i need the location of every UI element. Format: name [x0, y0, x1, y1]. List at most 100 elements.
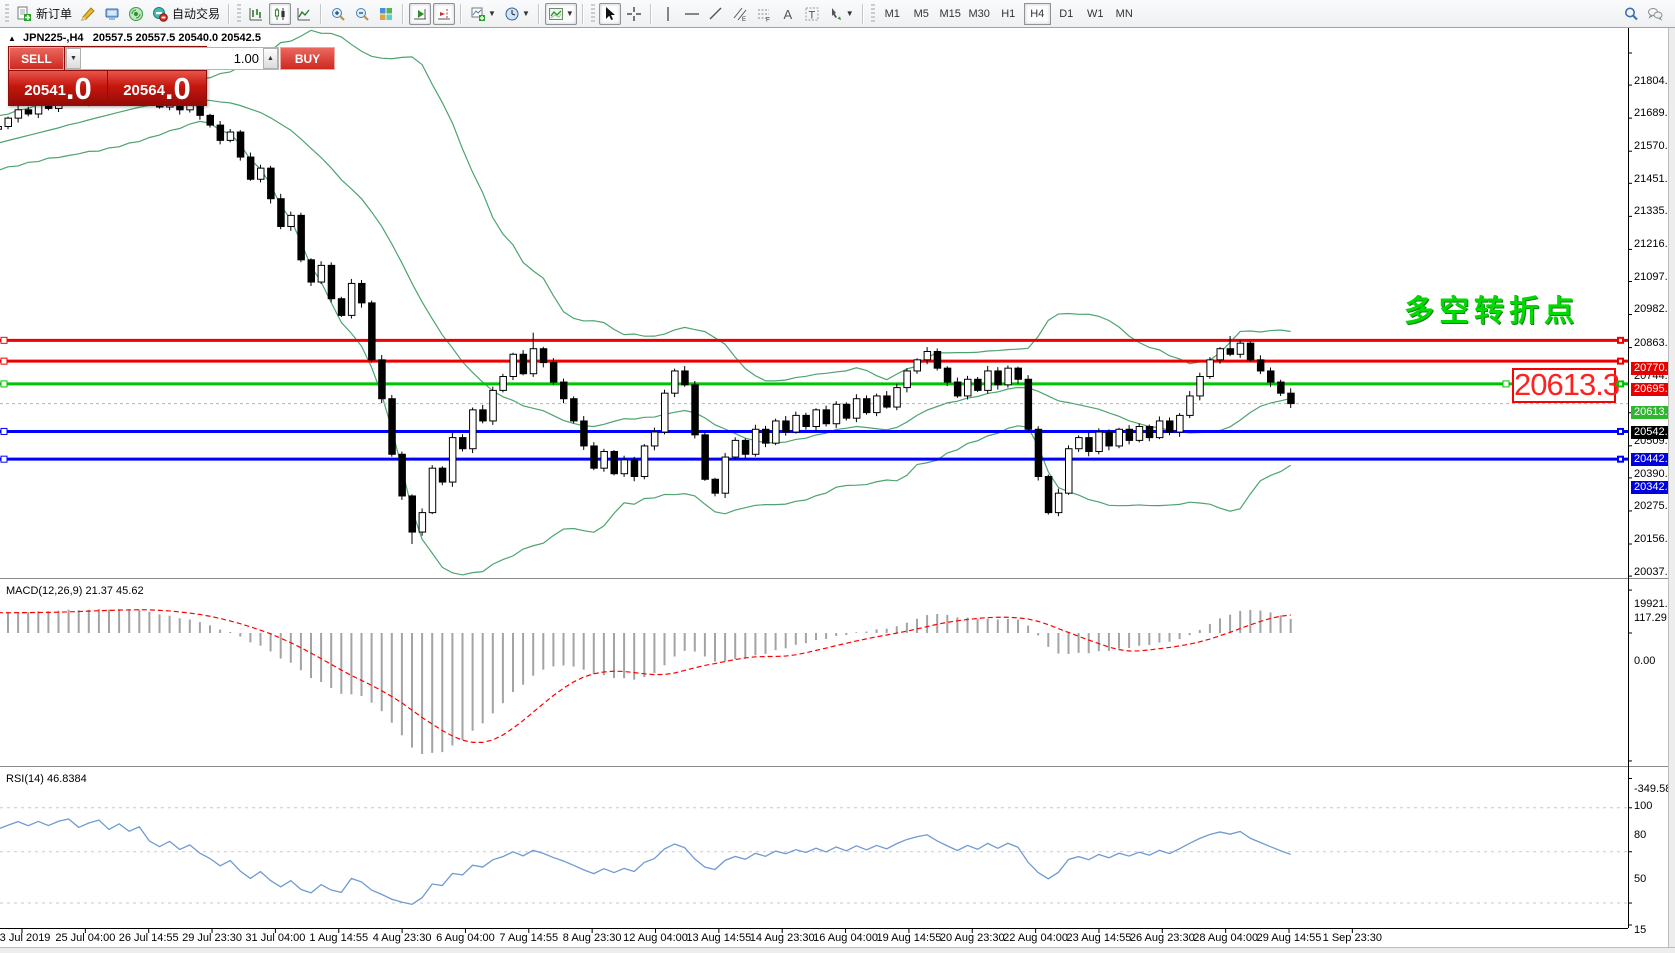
- macd-histogram-bar: [1198, 629, 1201, 633]
- macd-histogram-bar: [209, 625, 211, 633]
- macd-histogram-bar: [108, 609, 110, 633]
- macd-histogram-bar: [1128, 633, 1131, 648]
- sell-price-box[interactable]: 20541.0: [9, 71, 107, 105]
- volume-increase-button[interactable]: ▲: [263, 48, 278, 69]
- macd-histogram-bar: [1178, 633, 1181, 640]
- terminal-button[interactable]: [101, 3, 123, 25]
- tab-timeframe-h1[interactable]: H1: [1001, 7, 1016, 20]
- buy-price-box[interactable]: 20564.0: [108, 71, 206, 105]
- macd-histogram-bar: [1057, 633, 1060, 654]
- tab-timeframe-m30[interactable]: M30: [968, 7, 990, 20]
- buy-button[interactable]: BUY: [280, 47, 335, 70]
- buy-price-main: 20564: [123, 82, 165, 99]
- macd-histogram-bar: [1138, 633, 1141, 646]
- tab-timeframe-h4[interactable]: H4: [1023, 2, 1051, 25]
- new-chart-button[interactable]: ▼: [467, 3, 499, 25]
- macd-histogram-bar: [370, 633, 373, 703]
- volume-decrease-button[interactable]: ▼: [66, 48, 81, 69]
- zoom-in-button[interactable]: [327, 3, 349, 25]
- zoom-out-icon: [356, 7, 369, 21]
- horizontal-line-button[interactable]: [681, 3, 703, 25]
- chart-canvas[interactable]: [0, 28, 1675, 953]
- equidistant-channel-button[interactable]: E: [729, 3, 751, 25]
- hline-left-handle: [0, 336, 8, 344]
- cursor-button[interactable]: [598, 2, 621, 25]
- volume-input[interactable]: [81, 48, 263, 69]
- periods-button[interactable]: ▼: [501, 3, 533, 25]
- trendline-button[interactable]: [705, 3, 727, 25]
- crosshair-button[interactable]: [623, 3, 645, 25]
- tab-timeframe-m15[interactable]: M15: [939, 7, 961, 20]
- macd-histogram-bar: [1158, 633, 1161, 643]
- zoom-in-icon: [332, 7, 345, 21]
- macd-histogram-bar: [653, 633, 656, 673]
- macd-histogram-bar: [1067, 633, 1070, 654]
- macd-histogram-bar: [1077, 633, 1080, 653]
- toolbar-grip[interactable]: [870, 3, 875, 24]
- new-order-icon: [17, 6, 31, 21]
- zoom-out-button[interactable]: [351, 3, 373, 25]
- line-chart-button[interactable]: [293, 3, 315, 25]
- sell-price-frac: .0: [65, 71, 92, 106]
- metaeditor-button[interactable]: [77, 3, 99, 25]
- auto-scroll-button[interactable]: [409, 2, 432, 25]
- macd-histogram-bar: [97, 608, 100, 633]
- main-price-panel: [0, 29, 1628, 576]
- hline-axis-connector-dot: [1619, 429, 1622, 433]
- toolbar-grip[interactable]: [590, 3, 595, 24]
- auto-trading-label: 自动交易: [172, 7, 221, 21]
- tab-timeframe-mn[interactable]: MN: [1115, 7, 1133, 20]
- candles-layer: [0, 75, 1295, 545]
- macd-histogram-bar: [956, 617, 959, 633]
- macd-histogram-bar: [320, 633, 323, 683]
- macd-histogram-bar: [926, 615, 929, 633]
- macd-histogram-bar: [481, 633, 484, 724]
- macd-histogram-bar: [400, 633, 403, 736]
- auto-trading-button[interactable]: 自动交易: [149, 3, 223, 25]
- tab-timeframe-m1[interactable]: M1: [884, 7, 900, 20]
- vertical-line-button[interactable]: [657, 3, 679, 25]
- tile-windows-button[interactable]: [375, 3, 397, 25]
- macd-histogram-bar: [491, 633, 494, 714]
- indicators-button[interactable]: ▼: [544, 2, 577, 25]
- chart-shift-button[interactable]: [433, 2, 456, 25]
- hline-axis-connector-dot: [1619, 338, 1622, 342]
- signals-button[interactable]: [125, 3, 147, 25]
- macd-histogram-bar: [815, 633, 817, 641]
- macd-histogram-bar: [916, 618, 918, 633]
- tab-timeframe-d1[interactable]: D1: [1059, 7, 1074, 20]
- macd-histogram-bar: [1037, 633, 1040, 636]
- arrows-button[interactable]: ▼: [825, 3, 857, 25]
- svg-text:A: A: [783, 7, 792, 22]
- macd-histogram-bar: [451, 633, 454, 746]
- macd-histogram-bar: [360, 633, 363, 697]
- turning-point-annotation[interactable]: 多空转折点: [1404, 295, 1579, 328]
- fibonacci-button[interactable]: F: [753, 3, 775, 25]
- search-button[interactable]: [1620, 3, 1642, 25]
- toolbar-grip[interactable]: [237, 3, 242, 24]
- candlestick-chart-button[interactable]: [269, 2, 292, 25]
- price-box-annotation[interactable]: 20613.3: [1512, 367, 1620, 403]
- new-order-button[interactable]: 新订单: [13, 3, 75, 25]
- vertical-line-icon: [667, 6, 669, 21]
- macd-histogram-bar: [512, 633, 514, 693]
- macd-histogram-bar: [562, 633, 565, 666]
- macd-histogram-bar: [875, 629, 878, 633]
- horizontal-line-icon: [684, 12, 699, 15]
- macd-histogram-bar: [845, 633, 848, 636]
- text-icon: A: [783, 7, 792, 22]
- chat-button[interactable]: [1644, 3, 1666, 25]
- bar-chart-button[interactable]: [245, 3, 267, 25]
- text-label-button[interactable]: T: [801, 3, 823, 25]
- sell-button[interactable]: SELL: [9, 47, 64, 70]
- macd-histogram-bar: [552, 633, 555, 667]
- toolbar-grip[interactable]: [5, 3, 9, 24]
- text-button[interactable]: A: [777, 3, 799, 25]
- macd-histogram-bar: [1087, 633, 1090, 654]
- tab-timeframe-m5[interactable]: M5: [913, 7, 929, 20]
- macd-histogram-bar: [148, 611, 151, 633]
- macd-histogram-bar: [168, 615, 171, 633]
- tab-timeframe-w1[interactable]: W1: [1086, 7, 1104, 20]
- indicators-icon: [548, 7, 563, 20]
- bollinger-band-line: [0, 99, 1291, 444]
